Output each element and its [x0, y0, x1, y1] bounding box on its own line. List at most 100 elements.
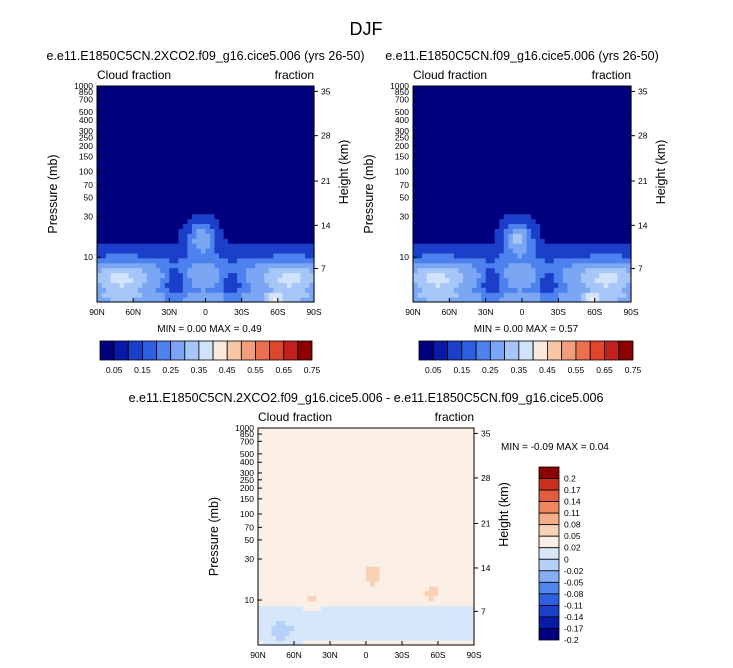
heatmap-cell	[106, 174, 112, 180]
x-tick-label: 30S	[234, 307, 249, 317]
heatmap-cell	[119, 105, 125, 112]
heatmap-cell	[444, 159, 450, 166]
heatmap-cell	[241, 100, 247, 107]
heatmap-cell	[271, 492, 277, 498]
heatmap-cell	[476, 125, 482, 131]
heatmap-cell	[169, 277, 175, 283]
heatmap-cell	[264, 135, 270, 141]
heatmap-cell	[262, 482, 268, 488]
heatmap-cell	[481, 110, 487, 117]
heatmap-cell	[241, 179, 247, 185]
heatmap-cell	[422, 297, 428, 303]
heatmap-cell	[599, 115, 605, 121]
heatmap-cell	[110, 100, 116, 107]
colorbar-swatch	[113, 340, 129, 361]
heatmap-cell	[232, 86, 238, 92]
heatmap-cell	[101, 297, 107, 303]
heatmap-cell	[440, 238, 446, 244]
heatmap-cell	[558, 164, 564, 171]
heatmap-cell	[535, 110, 541, 117]
heatmap-cell	[164, 208, 170, 215]
heatmap-cell	[258, 447, 264, 454]
heatmap-cell	[268, 149, 274, 156]
heatmap-cell	[440, 169, 446, 175]
heatmap-cell	[553, 218, 559, 225]
heatmap-cell	[413, 208, 419, 215]
heatmap-cell	[219, 218, 225, 225]
colorbar-swatch	[504, 340, 520, 361]
heatmap-cell	[106, 248, 112, 254]
heatmap-cell	[295, 90, 302, 97]
heatmap-cell	[119, 179, 125, 185]
heatmap-cell	[440, 262, 446, 269]
heatmap-cell	[200, 243, 207, 249]
heatmap-cell	[562, 194, 569, 200]
heatmap-cell	[187, 208, 193, 215]
heatmap-cell	[298, 590, 304, 597]
heatmap-cell	[585, 218, 591, 225]
heatmap-cell	[196, 144, 202, 151]
heatmap-cell	[164, 277, 170, 283]
heatmap-cell	[262, 467, 268, 473]
heatmap-cell	[97, 179, 103, 185]
heatmap-cell	[182, 174, 189, 180]
heatmap-cell	[309, 169, 315, 175]
heatmap-cell	[621, 105, 628, 112]
heatmap-cell	[250, 154, 256, 161]
heatmap-cell	[106, 110, 112, 117]
heatmap-cell	[603, 252, 609, 259]
heatmap-cell	[462, 179, 469, 185]
heatmap-cell	[300, 140, 306, 146]
heatmap-cell	[462, 228, 469, 234]
heatmap-cell	[106, 213, 112, 220]
heatmap-cell	[449, 130, 455, 136]
heatmap-cell	[115, 277, 121, 283]
heatmap-cell	[312, 501, 318, 508]
heatmap-cell	[485, 277, 491, 283]
heatmap-cell	[422, 140, 428, 146]
heatmap-cell	[435, 154, 441, 161]
heatmap-cell	[626, 144, 632, 151]
heatmap-cell	[214, 287, 220, 293]
heatmap-cell	[182, 203, 189, 210]
heatmap-cell	[271, 457, 277, 464]
heatmap-cell	[413, 228, 419, 234]
heatmap-cell	[173, 149, 179, 156]
heatmap-cell	[137, 174, 143, 180]
heatmap-cell	[246, 213, 252, 220]
heatmap-cell	[182, 223, 189, 229]
heatmap-cell	[285, 575, 291, 582]
heatmap-cell	[462, 243, 469, 249]
heatmap-cell	[133, 297, 139, 303]
heatmap-cell	[169, 95, 175, 102]
heatmap-cell	[576, 252, 582, 259]
heatmap-cell	[303, 467, 309, 473]
heatmap-cell	[608, 140, 614, 146]
heatmap-cell	[160, 223, 166, 229]
heatmap-cell	[453, 115, 460, 121]
heatmap-cell	[97, 282, 103, 288]
heatmap-cell	[155, 130, 161, 136]
heatmap-cell	[286, 169, 292, 175]
heatmap-cell	[526, 194, 532, 200]
heatmap-cell	[531, 184, 537, 190]
heatmap-cell	[164, 144, 170, 151]
heatmap-cell	[133, 144, 139, 151]
heatmap-cell	[522, 179, 528, 185]
heatmap-cell	[259, 100, 265, 107]
heatmap-cell	[250, 208, 256, 215]
heatmap-cell	[124, 228, 130, 234]
heatmap-cell	[246, 248, 252, 254]
heatmap-cell	[200, 218, 207, 225]
heatmap-cell	[258, 635, 264, 641]
heatmap-cell	[200, 213, 207, 220]
heatmap-cell	[462, 292, 469, 298]
heatmap-cell	[115, 169, 121, 175]
heatmap-cell	[599, 218, 605, 225]
heatmap-cell	[280, 605, 286, 612]
heatmap-cell	[151, 115, 157, 121]
heatmap-cell	[417, 125, 423, 131]
heatmap-cell	[544, 154, 550, 161]
heatmap-cell	[182, 179, 189, 185]
heatmap-cell	[522, 194, 528, 200]
